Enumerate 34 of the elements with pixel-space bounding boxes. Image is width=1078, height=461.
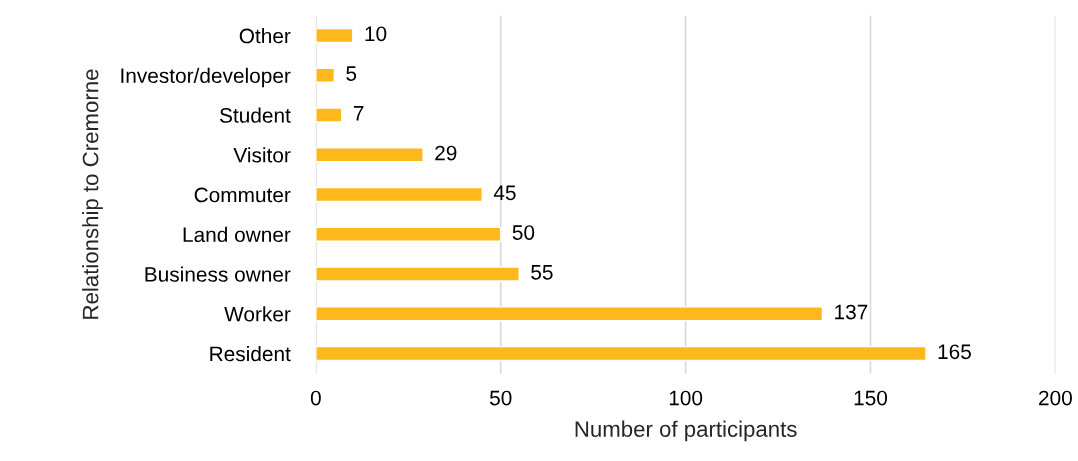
x-tick-label: 100	[669, 390, 703, 406]
bar	[315, 67, 336, 83]
bar	[315, 306, 824, 322]
data-label: 55	[531, 265, 553, 280]
data-label: 7	[353, 106, 364, 121]
y-tick-label: Other	[239, 28, 291, 44]
y-tick-label: Land owner	[183, 226, 291, 243]
bar	[315, 27, 354, 44]
y-tick-label: Commuter	[194, 187, 291, 203]
y-tick-label: Worker	[224, 306, 291, 322]
x-tick-label: 0	[310, 390, 321, 406]
bar	[315, 266, 520, 282]
y-tick-label: Investor/developer	[121, 67, 291, 88]
data-label: 50	[512, 225, 535, 240]
data-label: 5	[346, 66, 357, 81]
y-tick-label: Visitor	[233, 147, 291, 163]
bar	[315, 147, 424, 163]
data-label: 137	[835, 304, 868, 320]
bar	[315, 107, 343, 123]
data-label: 165	[938, 344, 971, 360]
x-tick-label: 200	[1039, 390, 1072, 406]
x-tick-label: 150	[854, 390, 888, 406]
x-tick-label: 50	[489, 390, 512, 406]
data-label: 45	[493, 185, 516, 201]
x-axis-title: Number of participants	[575, 420, 797, 442]
data-label: 29	[435, 145, 457, 161]
data-label: 10	[365, 26, 387, 42]
y-axis-title: Relationship to Cremorne	[82, 69, 103, 319]
y-tick-label: Student	[219, 107, 291, 123]
y-tick-label: Resident	[210, 345, 291, 362]
bar	[315, 226, 502, 242]
bar	[315, 186, 483, 203]
bar	[315, 345, 927, 362]
y-tick-label: Business owner	[145, 266, 291, 282]
